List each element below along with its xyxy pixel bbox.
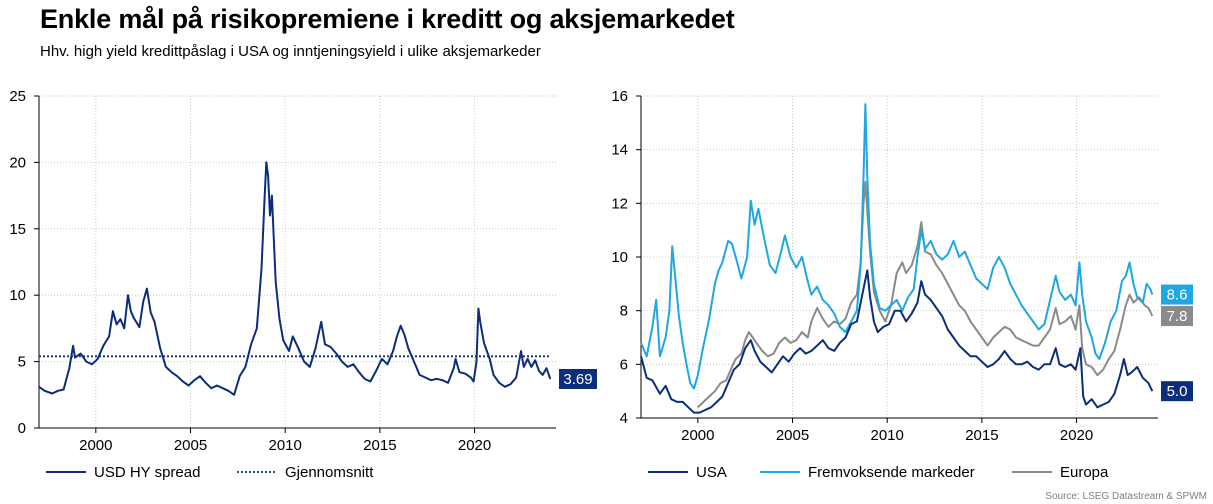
- legend-label-europa: Europa: [1060, 464, 1109, 481]
- x-tick-label: 2000: [681, 427, 714, 444]
- y-tick-label: 10: [9, 287, 26, 304]
- y-tick-label: 12: [611, 195, 628, 212]
- legend-label-fremvoksende-markeder: Fremvoksende markeder: [808, 464, 975, 481]
- y-tick-label: 8: [620, 303, 628, 320]
- y-tick-label: 14: [611, 142, 628, 159]
- y-tick-label: 4: [620, 410, 628, 427]
- end-label-usa: 5.0: [1167, 383, 1188, 400]
- chart-right-earnings-yield: 4 6 8 10 12 14 16 2000 2005 2010 2015 2020 5.0 8.6 7.8…: [611, 88, 1193, 481]
- y-tick-label: 16: [611, 88, 628, 105]
- end-label-box-usd-hy-spread: [559, 368, 597, 389]
- y-tick-label: 0: [18, 420, 26, 437]
- legend-label-gjennomsnitt: Gjennomsnitt: [285, 464, 374, 481]
- x-tick-label: 2010: [269, 437, 302, 454]
- x-tick-label: 2015: [965, 427, 998, 444]
- x-tick-label: 2015: [363, 437, 396, 454]
- end-label-box-usa: [1161, 381, 1193, 402]
- x-tick-label: 2000: [79, 437, 112, 454]
- series-line-usa: [640, 269, 1154, 414]
- y-tick-label: 10: [611, 249, 628, 266]
- source-note: Source: LSEG Datastream & SPWM: [1045, 491, 1207, 502]
- page-subtitle: Hhv. high yield kredittpåslag i USA og i…: [40, 43, 541, 60]
- end-label-usd-hy-spread: 3.69: [563, 371, 592, 388]
- series-line-europa: [697, 180, 1154, 409]
- y-tick-label: 25: [9, 88, 26, 105]
- chart-left-usd-hy-spread: 0 5 10 15 20 25 2000 2005 2010 2015 2020 3.69 USD HY…: [9, 88, 597, 481]
- x-tick-label: 2020: [458, 437, 491, 454]
- x-tick-label: 2020: [1060, 427, 1093, 444]
- end-label-box-europa: [1161, 306, 1193, 327]
- end-label-box-fremvoksende-markeder: [1161, 284, 1193, 305]
- page-title: Enkle mål på risikopremiene i kreditt og…: [40, 4, 735, 34]
- y-tick-label: 20: [9, 154, 26, 171]
- y-tick-label: 15: [9, 221, 26, 238]
- x-tick-label: 2010: [871, 427, 904, 444]
- y-tick-label: 5: [18, 354, 26, 371]
- end-label-fremvoksende-markeder: 8.6: [1167, 287, 1188, 304]
- x-tick-label: 2005: [174, 437, 207, 454]
- legend-label-usd-hy-spread: USD HY spread: [94, 464, 200, 481]
- x-tick-label: 2005: [776, 427, 809, 444]
- legend-label-usa: USA: [696, 464, 727, 481]
- series-line-usd-hy-spread: [38, 161, 552, 396]
- end-label-europa: 7.8: [1167, 308, 1188, 325]
- series-line-fremvoksende-markeder: [640, 103, 1154, 390]
- y-tick-label: 6: [620, 356, 628, 373]
